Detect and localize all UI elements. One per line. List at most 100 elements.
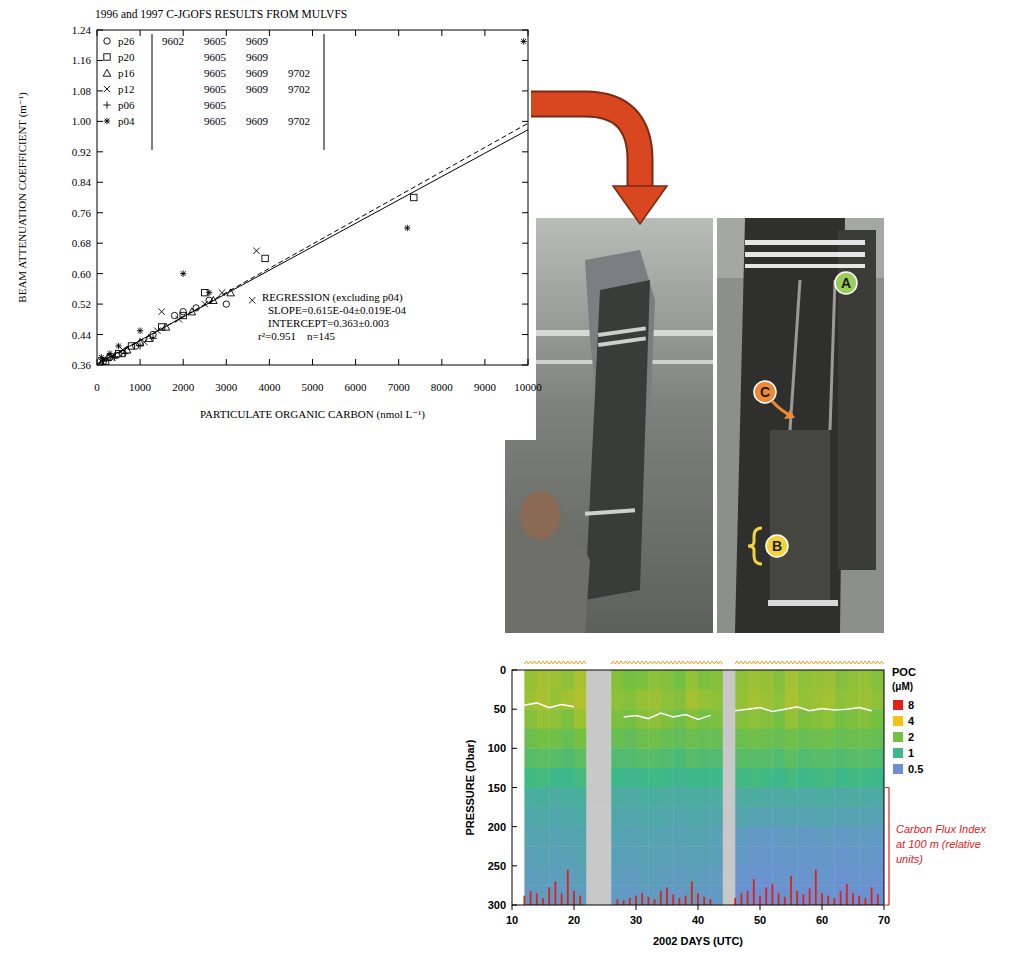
heat-cell xyxy=(785,846,798,866)
data-gap xyxy=(599,788,612,808)
profile-marks xyxy=(710,661,722,664)
y-tick-label: 0.36 xyxy=(72,359,92,371)
heat-cell xyxy=(698,690,711,710)
heat-cell xyxy=(797,690,810,710)
x-tick-label: 3000 xyxy=(215,381,238,393)
heat-cell xyxy=(686,768,699,788)
heat-cell xyxy=(872,846,884,866)
heat-cell xyxy=(785,748,798,768)
heat-cell xyxy=(772,729,785,749)
plot-background xyxy=(512,670,884,905)
y-tick-label: 100 xyxy=(488,742,506,754)
heat-cell xyxy=(562,788,575,808)
flux-bar xyxy=(827,896,829,905)
heat-cell xyxy=(748,729,761,749)
flux-bar xyxy=(734,898,736,905)
heat-cell xyxy=(698,729,711,749)
heat-cell xyxy=(624,846,637,866)
profile-marks xyxy=(686,661,698,664)
legend-cruise: 9605 xyxy=(204,83,227,95)
heat-cell xyxy=(710,885,723,905)
heat-cell xyxy=(661,866,674,886)
data-gap xyxy=(586,846,599,866)
y-tick xyxy=(97,121,528,122)
heat-cell xyxy=(872,748,884,768)
heat-cell xyxy=(661,768,674,788)
heat-cell xyxy=(562,748,575,768)
data-point xyxy=(98,354,104,360)
heat-cell xyxy=(772,788,785,808)
flux-bar xyxy=(796,891,798,905)
heat-cell xyxy=(859,670,872,690)
data-point xyxy=(180,309,186,315)
legend-cruise: 9602 xyxy=(162,35,184,47)
heat-cell xyxy=(537,885,550,905)
heat-cell xyxy=(537,670,550,690)
flux-bar xyxy=(685,896,687,905)
y-tick xyxy=(97,151,528,152)
flux-bar xyxy=(834,898,836,905)
heat-cell xyxy=(698,788,711,808)
heat-cell xyxy=(785,729,798,749)
flux-bar xyxy=(840,891,842,905)
heat-cell xyxy=(760,807,773,827)
x-tick-label: 70 xyxy=(878,914,890,926)
heat-cell xyxy=(760,885,773,905)
x-tick-label: 5000 xyxy=(302,381,325,393)
heat-cell xyxy=(710,827,723,847)
heat-cell xyxy=(859,846,872,866)
heat-cell xyxy=(760,866,773,886)
profile-marks xyxy=(859,661,871,664)
heat-cell xyxy=(549,807,562,827)
heat-cell xyxy=(748,807,761,827)
heat-cell xyxy=(537,846,550,866)
heat-cell xyxy=(760,670,773,690)
heat-cell xyxy=(872,788,884,808)
heat-cell xyxy=(797,768,810,788)
heat-cell xyxy=(673,885,686,905)
heat-cell xyxy=(611,748,624,768)
legend-separator xyxy=(324,34,325,150)
heat-cell xyxy=(748,768,761,788)
heat-cell xyxy=(748,827,761,847)
flux-bar xyxy=(629,898,631,905)
flux-bar xyxy=(747,891,749,905)
heat-cell xyxy=(574,807,587,827)
heat-cell xyxy=(648,885,661,905)
heat-cell xyxy=(673,827,686,847)
heat-cell xyxy=(524,788,537,808)
heat-cell xyxy=(847,709,860,729)
label-badge xyxy=(766,535,788,557)
heat-cell xyxy=(624,670,637,690)
heat-cell xyxy=(710,866,723,886)
x-tick xyxy=(512,905,513,910)
chart-title: 1996 and 1997 C-JGOFS RESULTS FROM MULVF… xyxy=(95,8,347,20)
y-axis-title: BEAM ATTENUATION COEFFICIENT (m⁻¹) xyxy=(16,92,29,303)
y-tick-label: 300 xyxy=(488,899,506,911)
heat-cell xyxy=(624,729,637,749)
data-gap xyxy=(599,748,612,768)
x-tick xyxy=(97,30,98,365)
color-legend: POC(μM)84210.5 xyxy=(892,666,923,775)
data-gap xyxy=(586,827,599,847)
scatter-chart: 1996 and 1997 C-JGOFS RESULTS FROM MULVF… xyxy=(16,8,542,421)
data-point xyxy=(223,301,229,307)
x-tick-label: 9000 xyxy=(474,381,497,393)
heat-cell xyxy=(834,670,847,690)
heat-cell xyxy=(772,846,785,866)
heat-cell xyxy=(574,670,587,690)
y-tick xyxy=(97,273,528,274)
flux-bar xyxy=(579,896,581,905)
heat-cell xyxy=(810,768,823,788)
heat-cell xyxy=(611,866,624,886)
flux-bar xyxy=(865,898,867,905)
heat-cell xyxy=(710,729,723,749)
heat-cell xyxy=(648,827,661,847)
heat-cell xyxy=(661,807,674,827)
profile-marks xyxy=(847,661,859,664)
profile-marks xyxy=(822,661,834,664)
data-gap xyxy=(586,670,599,690)
legend-separator xyxy=(152,34,153,150)
heat-cell xyxy=(822,768,835,788)
heat-cell xyxy=(859,690,872,710)
